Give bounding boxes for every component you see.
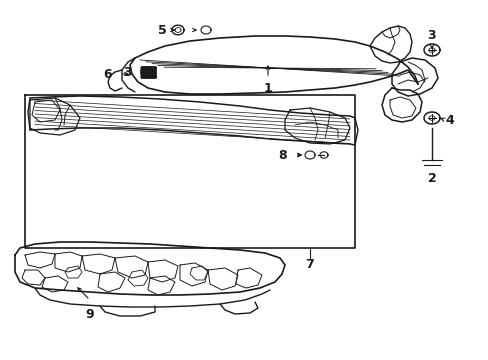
Text: 1: 1 (263, 81, 272, 95)
Text: 2: 2 (427, 171, 435, 185)
Text: 9: 9 (85, 309, 94, 321)
Text: 6: 6 (103, 68, 112, 81)
Text: 4: 4 (445, 113, 453, 126)
Text: 8: 8 (278, 149, 287, 162)
Text: 3: 3 (123, 66, 132, 78)
Text: 3: 3 (427, 28, 435, 41)
Text: 7: 7 (305, 258, 314, 271)
Text: 5: 5 (157, 23, 166, 36)
